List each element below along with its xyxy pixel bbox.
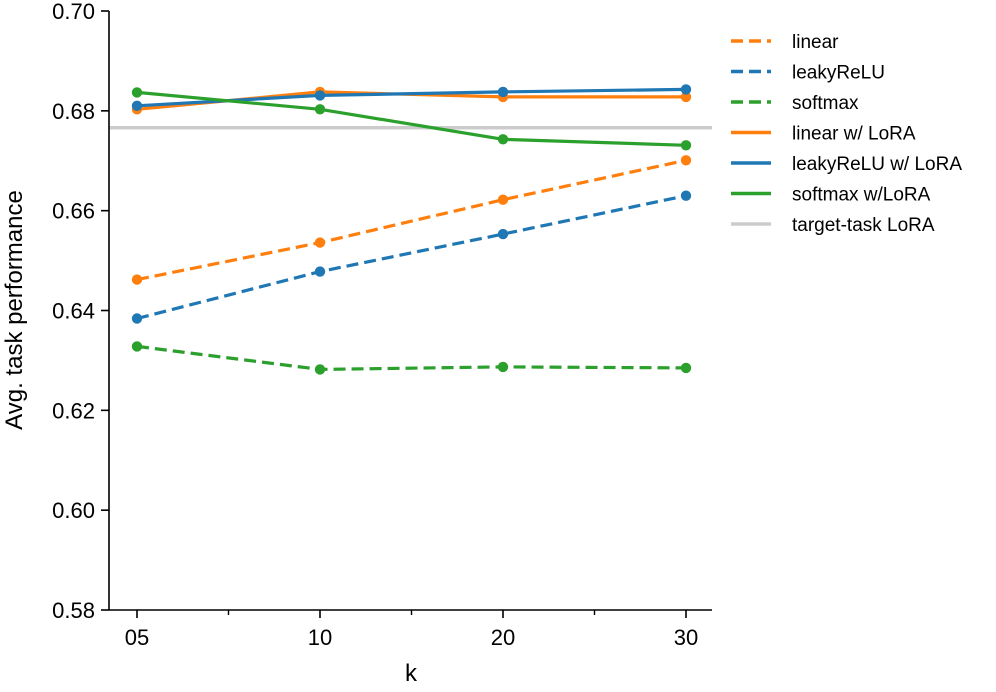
data-point [497, 134, 509, 145]
series-line [136, 194, 687, 321]
x-ticks: 05 10 20 30 [125, 610, 698, 650]
series-line [136, 90, 687, 147]
data-point [680, 84, 692, 95]
data-point [314, 104, 326, 115]
data-point [497, 194, 509, 205]
y-axis-title: Avg. task performance [1, 190, 28, 430]
data-point [131, 274, 143, 285]
y-tick-label: 0.66 [52, 199, 95, 224]
y-tick-label: 0.64 [52, 299, 95, 324]
data-point [131, 341, 143, 352]
series-group [131, 84, 692, 375]
data-point [497, 86, 509, 98]
x-tick-label: 05 [125, 625, 149, 650]
data-point [131, 100, 143, 112]
data-point [680, 155, 692, 166]
series-line [136, 158, 687, 282]
data-point [680, 362, 692, 374]
y-tick-label: 0.70 [52, 0, 95, 24]
legend: linear leakyReLU softmax linear w/ LoRA leak… [731, 32, 962, 236]
x-axis-title: k [405, 660, 418, 687]
legend-label: target-task LoRA [792, 215, 935, 236]
data-point [314, 90, 326, 101]
data-point [497, 228, 509, 240]
data-point [680, 190, 692, 201]
x-tick-label: 20 [491, 625, 515, 650]
legend-label: softmax [792, 93, 859, 114]
data-point [314, 364, 326, 375]
y-ticks: 0.58 0.60 0.62 0.64 0.66 0.68 0.70 [52, 0, 109, 623]
series-line [136, 344, 687, 371]
y-tick-label: 0.68 [52, 99, 95, 124]
legend-label: linear w/ LoRA [792, 124, 916, 145]
x-tick-label: 30 [674, 625, 698, 650]
legend-label: leakyReLU [792, 63, 885, 84]
data-point [680, 140, 692, 151]
data-point [680, 91, 692, 103]
data-point [314, 237, 326, 248]
y-tick-label: 0.58 [52, 598, 95, 623]
x-tick-label: 10 [308, 625, 332, 650]
legend-label: linear [792, 32, 839, 53]
data-point [497, 361, 509, 373]
data-point [131, 313, 143, 324]
y-tick-label: 0.62 [52, 398, 95, 423]
legend-label: softmax w/LoRA [792, 185, 931, 206]
y-tick-label: 0.60 [52, 498, 95, 523]
data-point [314, 266, 326, 277]
legend-label: leakyReLU w/ LoRA [792, 154, 962, 175]
data-point [131, 87, 143, 98]
